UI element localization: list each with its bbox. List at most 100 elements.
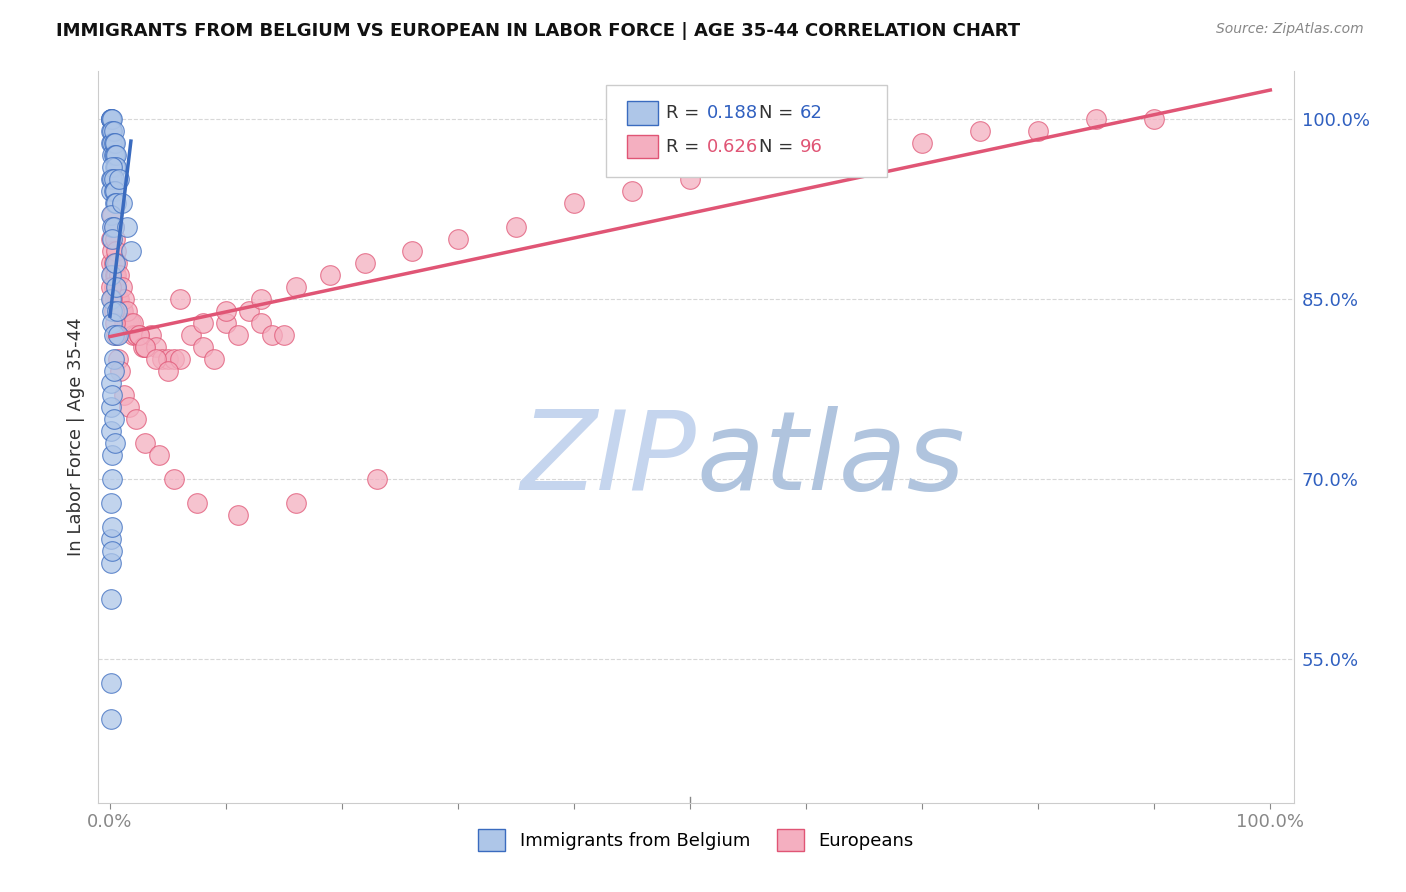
Point: [104, 136, 127, 151]
Point: [100, 232, 122, 246]
Point: [737, 161, 759, 175]
Legend: Immigrants from Belgium, Europeans: Immigrants from Belgium, Europeans: [470, 820, 922, 860]
Point: [103, 148, 125, 162]
Point: [853, 148, 876, 162]
Point: [100, 184, 122, 198]
Point: [103, 220, 125, 235]
Point: [1026, 124, 1049, 138]
Point: [104, 268, 127, 283]
Text: 0.626: 0.626: [707, 137, 758, 156]
Point: [447, 232, 470, 246]
Point: [120, 244, 142, 259]
Point: [105, 304, 128, 318]
Point: [104, 161, 127, 175]
Point: [124, 328, 146, 343]
Point: [100, 496, 122, 510]
Point: [112, 292, 135, 306]
Point: [139, 328, 162, 343]
Point: [145, 340, 167, 354]
Point: [100, 124, 122, 138]
Point: [366, 472, 388, 486]
Point: [226, 328, 249, 343]
Point: [103, 220, 125, 235]
Point: [911, 136, 934, 151]
Point: [114, 316, 136, 330]
Text: 96: 96: [800, 137, 823, 156]
Point: [111, 196, 134, 211]
Point: [284, 496, 307, 510]
Point: [117, 220, 139, 235]
Point: [226, 508, 249, 522]
Point: [238, 304, 260, 318]
Point: [103, 124, 125, 138]
Point: [117, 316, 139, 330]
Point: [100, 712, 122, 726]
Point: [103, 304, 125, 318]
Point: [204, 352, 226, 367]
Point: [101, 544, 124, 558]
Point: [103, 184, 125, 198]
Point: [104, 148, 127, 162]
Point: [191, 316, 214, 330]
Point: [103, 280, 125, 294]
Point: [107, 352, 129, 367]
Point: [100, 208, 122, 222]
Point: [1085, 112, 1108, 127]
Point: [215, 316, 238, 330]
Point: [103, 172, 125, 186]
Point: [104, 280, 127, 294]
Point: [100, 112, 122, 127]
Point: [131, 340, 153, 354]
Point: [100, 424, 122, 438]
FancyBboxPatch shape: [627, 135, 658, 159]
Point: [100, 591, 122, 606]
Point: [100, 268, 122, 283]
Point: [100, 676, 122, 690]
Point: [215, 304, 238, 318]
Point: [101, 124, 124, 138]
Point: [111, 280, 134, 294]
Text: N =: N =: [759, 104, 799, 122]
Point: [101, 232, 124, 246]
Point: [112, 316, 135, 330]
Point: [128, 328, 150, 343]
Point: [110, 304, 132, 318]
Point: [103, 136, 125, 151]
Point: [101, 112, 124, 127]
Text: IMMIGRANTS FROM BELGIUM VS EUROPEAN IN LABOR FORCE | AGE 35-44 CORRELATION CHART: IMMIGRANTS FROM BELGIUM VS EUROPEAN IN L…: [56, 22, 1021, 40]
Point: [108, 268, 131, 283]
Point: [284, 280, 307, 294]
Point: [112, 388, 135, 402]
Point: [354, 256, 377, 270]
Point: [108, 172, 131, 186]
Point: [104, 148, 127, 162]
Point: [104, 280, 127, 294]
Point: [101, 172, 124, 186]
Point: [100, 400, 122, 414]
Point: [101, 292, 124, 306]
Text: N =: N =: [759, 137, 799, 156]
Point: [100, 532, 122, 546]
Point: [103, 364, 125, 378]
Point: [273, 328, 295, 343]
Point: [169, 292, 191, 306]
Point: [101, 388, 124, 402]
Point: [104, 328, 127, 343]
Point: [105, 292, 128, 306]
Point: [108, 292, 131, 306]
Point: [101, 148, 124, 162]
Point: [679, 172, 702, 186]
Point: [145, 352, 167, 367]
Y-axis label: In Labor Force | Age 35-44: In Labor Force | Age 35-44: [66, 318, 84, 557]
Point: [104, 436, 127, 450]
Point: [100, 256, 122, 270]
Point: [104, 232, 127, 246]
Point: [117, 316, 139, 330]
Text: R =: R =: [666, 137, 704, 156]
Point: [101, 161, 124, 175]
Text: Source: ZipAtlas.com: Source: ZipAtlas.com: [1216, 22, 1364, 37]
Point: [101, 448, 124, 462]
Point: [128, 328, 150, 343]
Point: [104, 196, 127, 211]
Point: [117, 400, 139, 414]
